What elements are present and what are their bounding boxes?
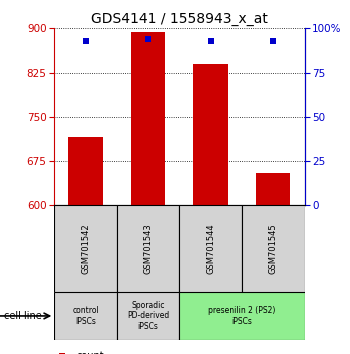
Bar xyxy=(256,173,290,205)
Bar xyxy=(117,292,179,340)
Bar xyxy=(117,205,179,292)
Title: GDS4141 / 1558943_x_at: GDS4141 / 1558943_x_at xyxy=(91,12,268,26)
Bar xyxy=(242,205,304,292)
Bar xyxy=(131,33,165,205)
Bar xyxy=(54,292,117,340)
Bar xyxy=(179,205,242,292)
Text: GSM701542: GSM701542 xyxy=(81,223,90,274)
Bar xyxy=(179,292,304,340)
Text: GSM701543: GSM701543 xyxy=(144,223,153,274)
Text: cell line: cell line xyxy=(4,311,41,321)
Text: GSM701545: GSM701545 xyxy=(269,223,278,274)
Text: GSM701544: GSM701544 xyxy=(206,223,215,274)
Bar xyxy=(194,64,228,205)
Text: presenilin 2 (PS2)
iPSCs: presenilin 2 (PS2) iPSCs xyxy=(208,306,276,326)
Text: Sporadic
PD-derived
iPSCs: Sporadic PD-derived iPSCs xyxy=(127,301,169,331)
Text: control
IPSCs: control IPSCs xyxy=(72,306,99,326)
Text: count: count xyxy=(77,351,104,354)
Bar xyxy=(68,137,103,205)
Bar xyxy=(54,205,117,292)
